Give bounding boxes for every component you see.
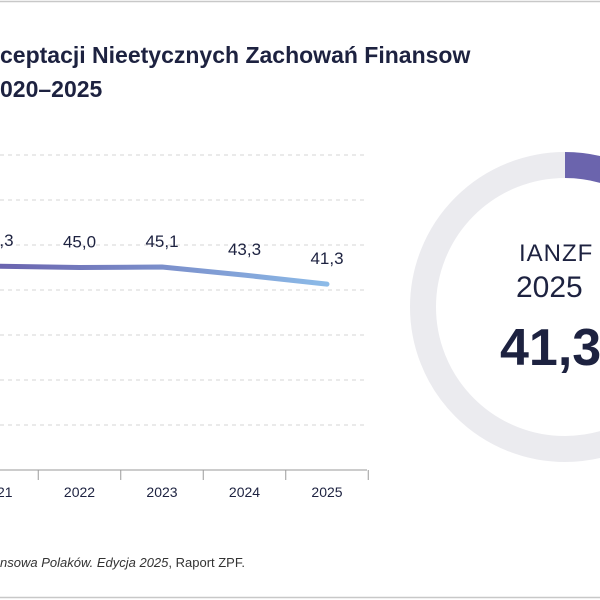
x-tick-label: 2025 [311, 484, 342, 500]
donut-year: 2025 [516, 271, 583, 304]
x-tick-label: 2021 [0, 484, 13, 500]
donut-value: 41,3 [500, 319, 600, 377]
line [0, 263, 330, 287]
value-label: 43,3 [228, 240, 261, 259]
value-label: 41,3 [310, 249, 343, 268]
source-italic: nsowa Polaków. Edycja 2025 [0, 555, 169, 570]
donut-track [410, 152, 600, 462]
title: ceptacji Nieetycznych Zachowań Finansow [0, 42, 470, 68]
value-label: 45,1 [145, 232, 178, 251]
x-tick-label: 2024 [229, 484, 260, 500]
value-label: 45,0 [63, 233, 96, 252]
value-label: 45,3 [0, 231, 14, 250]
title: 020–2025 [0, 76, 103, 102]
x-tick-label: 2022 [64, 484, 95, 500]
source-rest: , Raport ZPF. [168, 555, 245, 570]
source: nsowa Polaków. Edycja 2025, Raport ZPF. [0, 555, 245, 570]
donut-label: IANZF [519, 240, 593, 267]
x-tick-label: 2023 [146, 484, 177, 500]
